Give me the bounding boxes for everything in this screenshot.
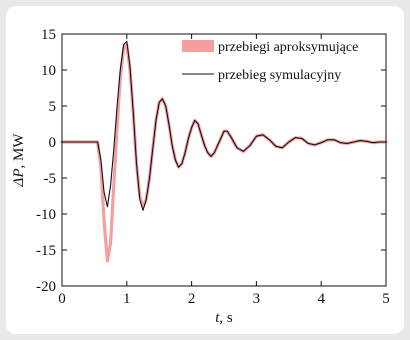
chart: 0 1 2 3 4 5 15 10 5 0 -5 -10 -15 -20 t, s ΔP, MW prze… <box>11 27 390 326</box>
x-axis-label: t, s <box>215 310 233 326</box>
x-axis-unit: , s <box>219 310 233 326</box>
chart-card: 0 1 2 3 4 5 15 10 5 0 -5 -10 -15 -20 t, s ΔP, MW prze… <box>6 6 404 334</box>
legend: przebiegi aproksymujące przebieg symulac… <box>182 40 358 83</box>
legend-swatch-approx <box>182 40 214 52</box>
y-tick-label: -5 <box>44 171 57 187</box>
x-tick-label: 3 <box>253 291 261 307</box>
x-tick-label: 4 <box>317 291 325 307</box>
legend-label-sim: przebieg symulacyjny <box>218 68 341 83</box>
series-line-sim <box>61 40 387 211</box>
legend-label-approx: przebiegi aproksymujące <box>218 40 358 55</box>
y-tick-label: -20 <box>36 279 56 295</box>
y-tick-label: 0 <box>49 135 57 151</box>
x-tick-label: 1 <box>123 291 131 307</box>
y-axis-unit: , MW <box>11 133 27 169</box>
y-axis-symbol: ΔP <box>11 169 27 188</box>
y-tick-label: 5 <box>49 99 57 115</box>
y-axis-label: ΔP, MW <box>11 133 27 188</box>
y-tick-label: -15 <box>36 243 56 259</box>
x-axis-symbol: t <box>215 310 220 326</box>
y-tick-label: -10 <box>36 207 56 223</box>
plot-frame <box>61 33 387 287</box>
series-layer <box>60 40 388 263</box>
tick-layer: 0 1 2 3 4 5 15 10 5 0 -5 -10 -15 -20 <box>36 27 390 307</box>
x-tick-label: 5 <box>382 291 390 307</box>
x-tick-label: 0 <box>58 291 66 307</box>
x-tick-label: 2 <box>188 291 196 307</box>
y-tick-label: 15 <box>41 27 56 43</box>
y-tick-label: 10 <box>41 63 56 79</box>
